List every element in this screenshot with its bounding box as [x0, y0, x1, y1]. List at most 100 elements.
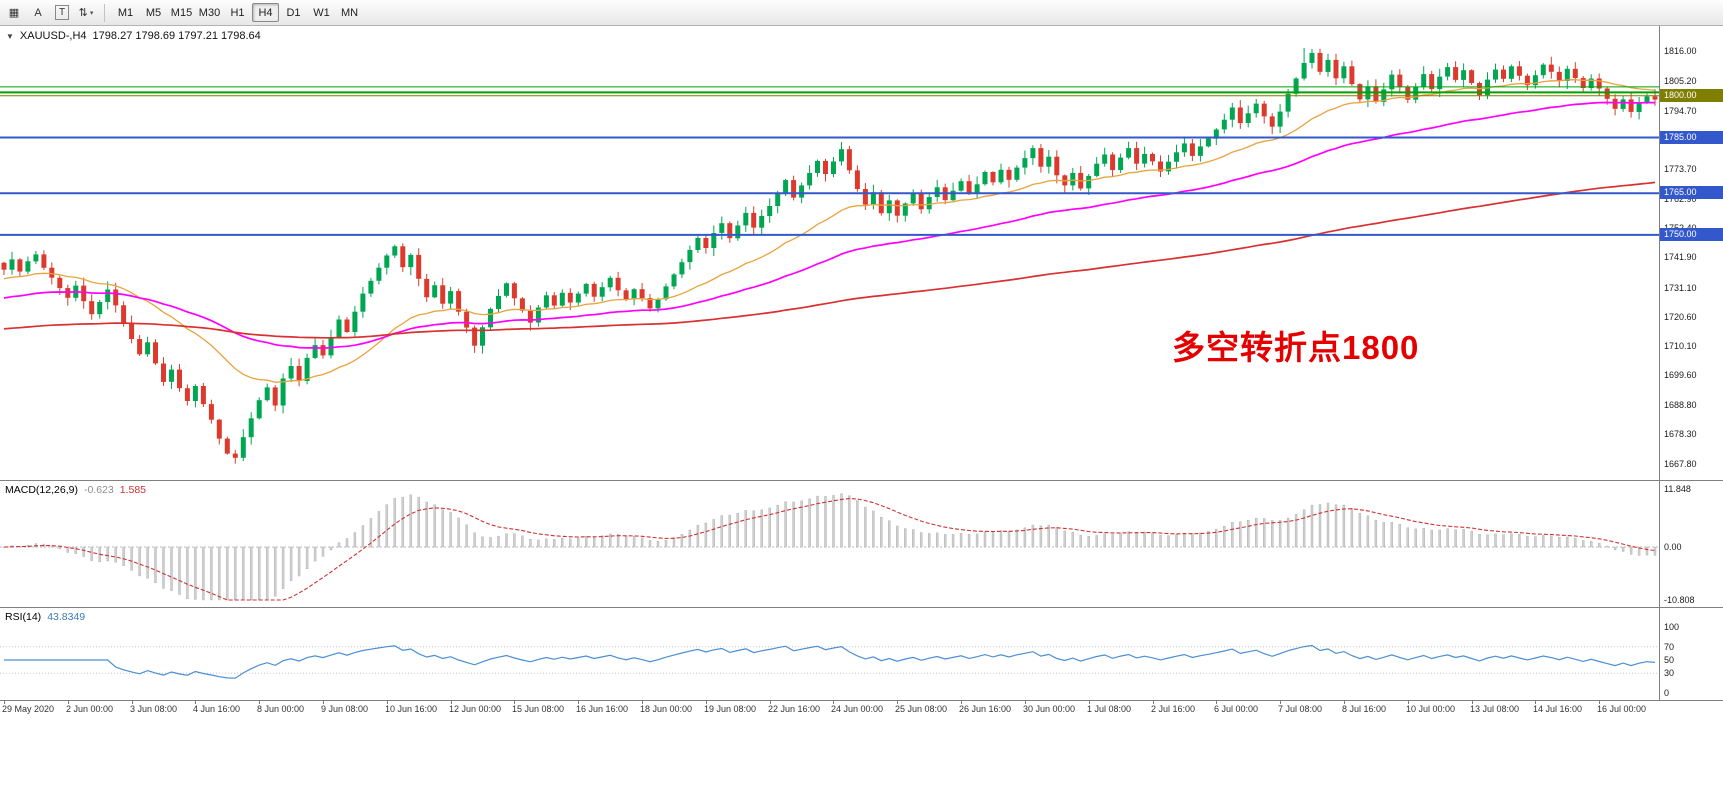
collapse-arrow-icon[interactable]: ▼	[6, 31, 14, 41]
time-axis-label: 2 Jun 00:00	[66, 704, 114, 714]
time-axis-label: 8 Jun 00:00	[257, 704, 305, 714]
rsi-panel[interactable]: RSI(14) 43.8349 100 70 50 30 0	[0, 607, 1723, 700]
price-scale-label: 1667.80	[1664, 459, 1697, 469]
macd-title: MACD(12,26,9) -0.623 1.585	[5, 484, 146, 496]
time-tick	[132, 701, 133, 704]
ohlc-values: 1798.27 1798.69 1797.21 1798.64	[92, 30, 261, 42]
time-tick	[833, 701, 834, 704]
price-scale[interactable]: 1816.001805.201794.701773.701762.901752.…	[1659, 26, 1723, 480]
price-scale-label: 1794.70	[1664, 106, 1697, 116]
bottom-empty-area	[0, 716, 1723, 792]
toolbar: ▦ A T ⇅ ▾ M1 M5 M15 M30 H1 H4 D1 W1 MN	[0, 0, 1723, 26]
time-tick	[1153, 701, 1154, 704]
rsi-value: 43.8349	[47, 611, 86, 623]
time-axis[interactable]: 29 May 2020 2 Jun 00:00 3 Jun 08:00 4 Jun 1…	[0, 700, 1723, 716]
main-chart-panel[interactable]: ▼ XAUUSD-,H4 1798.27 1798.69 1797.21 179…	[0, 26, 1723, 480]
time-axis-label: 10 Jul 00:00	[1406, 704, 1456, 714]
macd-scale-min: -10.808	[1664, 595, 1695, 605]
text-label-icon: T	[54, 5, 70, 20]
time-axis-label: 26 Jun 16:00	[959, 704, 1012, 714]
price-scale-label: 1762.90	[1664, 194, 1697, 204]
chart-grid-icon[interactable]: ▦	[3, 3, 25, 23]
time-tick	[1344, 701, 1345, 704]
rsi-chart[interactable]	[0, 608, 1659, 700]
time-axis-label: 29 May 2020	[2, 704, 55, 714]
time-tick	[195, 701, 196, 704]
rsi-scale-label: 30	[1664, 668, 1675, 678]
time-axis-label: 4 Jun 16:00	[193, 704, 241, 714]
time-tick	[1535, 701, 1536, 704]
price-scale-label: 1773.70	[1664, 164, 1697, 174]
rsi-title: RSI(14) 43.8349	[5, 611, 85, 623]
time-axis-label: 7 Jul 08:00	[1278, 704, 1323, 714]
price-badge-1785.00: 1785.00	[1660, 131, 1723, 144]
price-scale-label: 1710.10	[1664, 341, 1697, 351]
dropdown-caret-icon: ▾	[89, 9, 94, 17]
time-axis-label: 19 Jun 08:00	[704, 704, 757, 714]
timeframe-button-h1[interactable]: H1	[224, 3, 251, 22]
time-tick	[770, 701, 771, 704]
timeframe-button-m1[interactable]: M1	[112, 3, 139, 22]
time-tick	[1280, 701, 1281, 704]
time-tick	[642, 701, 643, 704]
time-axis-label: 22 Jun 16:00	[768, 704, 821, 714]
price-badge-1765.00: 1765.00	[1660, 186, 1723, 199]
time-axis-label: 16 Jul 00:00	[1597, 704, 1647, 714]
timeframe-button-w1[interactable]: W1	[308, 3, 335, 22]
macd-panel[interactable]: MACD(12,26,9) -0.623 1.585 11.848 0.00 -10…	[0, 480, 1723, 607]
timeframe-button-mn[interactable]: MN	[336, 3, 363, 22]
ma-mid-line	[3, 101, 1655, 349]
time-axis-label: 12 Jun 00:00	[449, 704, 502, 714]
price-scale-label: 1678.30	[1664, 429, 1697, 439]
annotation-text[interactable]: 多空转折点1800	[1172, 329, 1420, 366]
macd-chart[interactable]	[0, 481, 1659, 607]
timeframe-button-m30[interactable]: M30	[196, 3, 223, 22]
timeframe-button-m15[interactable]: M15	[168, 3, 195, 22]
time-axis-label: 25 Jun 08:00	[895, 704, 948, 714]
font-a-button[interactable]: A	[27, 3, 49, 23]
timeframe-button-m5[interactable]: M5	[140, 3, 167, 22]
time-tick	[1216, 701, 1217, 704]
price-scale-label: 1731.10	[1664, 283, 1697, 293]
price-scale-label: 1741.90	[1664, 252, 1697, 262]
time-axis-label: 13 Jul 08:00	[1470, 704, 1520, 714]
rsi-scale-label: 0	[1664, 688, 1670, 698]
time-axis-label: 9 Jun 08:00	[321, 704, 369, 714]
time-axis-label: 30 Jun 00:00	[1023, 704, 1076, 714]
timeframe-button-d1[interactable]: D1	[280, 3, 307, 22]
time-axis-label: 2 Jul 16:00	[1151, 704, 1196, 714]
time-tick	[1025, 701, 1026, 704]
time-axis-label: 8 Jul 16:00	[1342, 704, 1387, 714]
text-label-button[interactable]: T	[51, 3, 73, 23]
cycle-tool-button[interactable]: ⇅ ▾	[75, 3, 97, 23]
time-tick	[706, 701, 707, 704]
ma-slow-line	[3, 181, 1656, 339]
rsi-line	[4, 644, 1656, 679]
macd-scale: 11.848 0.00 -10.808	[1659, 481, 1723, 607]
rsi-scale-label: 100	[1664, 622, 1680, 632]
time-tick	[4, 701, 5, 704]
time-axis-label: 16 Jun 16:00	[576, 704, 629, 714]
price-scale-label: 1816.00	[1664, 46, 1697, 56]
time-axis-label: 3 Jun 08:00	[130, 704, 178, 714]
time-tick	[259, 701, 260, 704]
price-scale-label: 1688.80	[1664, 400, 1697, 410]
price-scale-label: 1805.20	[1664, 76, 1697, 86]
toolbar-separator	[104, 3, 105, 22]
time-tick	[1472, 701, 1473, 704]
cycle-arrows-icon: ⇅	[78, 7, 88, 19]
time-axis-label: 6 Jul 00:00	[1214, 704, 1259, 714]
time-tick	[578, 701, 579, 704]
candlestick-chart[interactable]	[0, 26, 1659, 480]
rsi-scale-label: 70	[1664, 642, 1675, 652]
macd-scale-zero: 0.00	[1664, 542, 1682, 552]
timeframe-button-h4[interactable]: H4	[252, 3, 279, 22]
time-tick	[68, 701, 69, 704]
time-tick	[1089, 701, 1090, 704]
macd-signal-value: 1.585	[119, 484, 147, 496]
time-axis-label: 1 Jul 08:00	[1087, 704, 1132, 714]
time-tick	[1599, 701, 1600, 704]
chart-symbol-line: ▼ XAUUSD-,H4 1798.27 1798.69 1797.21 179…	[6, 30, 261, 42]
time-axis-label: 10 Jun 16:00	[385, 704, 438, 714]
macd-histogram	[2, 493, 1657, 601]
